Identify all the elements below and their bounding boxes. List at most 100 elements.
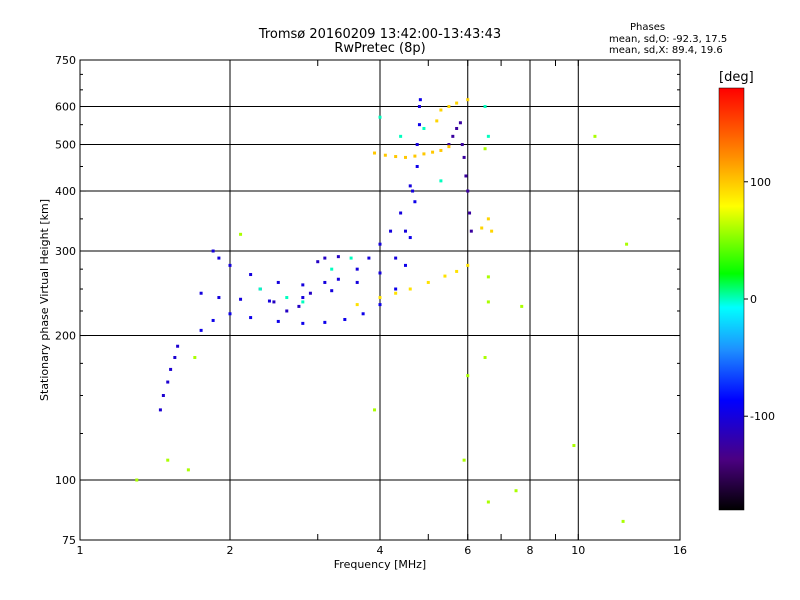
chart-title: Tromsø 20160209 13:42:00-13:43:43 xyxy=(258,27,502,42)
legend-o-mode-stats: mean, sd,O: -92.3, 17.5 xyxy=(609,34,728,45)
data-point xyxy=(621,519,625,523)
data-point xyxy=(378,303,382,307)
data-point xyxy=(355,303,359,307)
data-point xyxy=(417,105,421,109)
data-point xyxy=(399,134,403,138)
data-point xyxy=(323,280,327,284)
data-point xyxy=(373,408,377,412)
data-point xyxy=(301,300,305,304)
y-tick-label: 75 xyxy=(62,534,76,547)
colorbar-label: [deg] xyxy=(719,70,754,85)
data-point xyxy=(355,267,359,271)
data-point xyxy=(486,134,490,138)
data-point xyxy=(323,320,327,324)
y-tick-label: 400 xyxy=(55,185,76,198)
data-point xyxy=(249,316,253,320)
data-point xyxy=(413,154,417,158)
data-point xyxy=(272,300,276,304)
data-point xyxy=(285,309,289,313)
data-point xyxy=(285,296,289,300)
data-point xyxy=(439,148,443,152)
chart-subtitle: RwPretec (8p) xyxy=(334,41,426,56)
data-point xyxy=(394,287,398,291)
data-point xyxy=(378,296,382,300)
data-point xyxy=(466,263,470,267)
data-point xyxy=(173,355,177,359)
data-point xyxy=(349,256,353,260)
data-point xyxy=(439,108,443,112)
data-point xyxy=(323,256,327,260)
data-point xyxy=(211,249,215,253)
data-point xyxy=(258,287,262,291)
data-point xyxy=(394,291,398,295)
data-point xyxy=(228,312,232,316)
data-point xyxy=(486,275,490,279)
colorbar-ticks: 100 0 -100 xyxy=(744,176,775,423)
data-point xyxy=(455,269,459,273)
data-point xyxy=(394,256,398,260)
data-point xyxy=(593,134,597,138)
x-tick-label: 4 xyxy=(377,544,384,557)
data-point xyxy=(383,153,387,157)
colorbar xyxy=(718,87,745,511)
data-point xyxy=(483,147,487,151)
data-point xyxy=(486,217,490,221)
data-point xyxy=(228,263,232,267)
data-point xyxy=(572,444,576,448)
data-point xyxy=(455,101,459,105)
y-tick-label: 200 xyxy=(55,330,76,343)
data-point xyxy=(426,280,430,284)
data-point xyxy=(343,317,347,321)
grid-layer xyxy=(80,60,680,540)
data-point xyxy=(399,211,403,215)
data-point xyxy=(276,319,280,323)
x-tick-label: 16 xyxy=(673,544,687,557)
axes-layer: 1 2 4 6 8 10 16 75 100 200 300 400 500 600 750 Frequenc… xyxy=(38,54,687,571)
data-point xyxy=(193,355,197,359)
data-point xyxy=(297,304,301,308)
data-point xyxy=(458,121,462,125)
data-point xyxy=(451,134,455,138)
data-point xyxy=(186,468,190,472)
data-point xyxy=(460,143,464,147)
y-tick-label: 300 xyxy=(55,245,76,258)
data-point xyxy=(486,300,490,304)
x-axis-label: Frequency [MHz] xyxy=(334,558,426,571)
data-point xyxy=(486,500,490,504)
data-point xyxy=(422,126,426,130)
data-point xyxy=(378,271,382,275)
data-point xyxy=(514,489,518,493)
data-point xyxy=(411,189,415,193)
data-point xyxy=(469,229,473,233)
y-tick-label: 500 xyxy=(55,139,76,152)
data-point xyxy=(403,229,407,233)
data-point xyxy=(355,280,359,284)
data-point xyxy=(166,458,170,462)
data-point xyxy=(439,179,443,183)
data-point xyxy=(490,229,494,233)
y-tick-label: 100 xyxy=(55,474,76,487)
data-point xyxy=(415,164,419,168)
data-point xyxy=(135,478,139,482)
data-point xyxy=(276,280,280,284)
y-tick-label: 600 xyxy=(55,101,76,114)
data-point xyxy=(483,105,487,109)
data-point xyxy=(301,321,305,325)
x-tick-label: 1 xyxy=(77,544,84,557)
data-point xyxy=(462,458,466,462)
data-point xyxy=(447,143,451,147)
data-point xyxy=(394,155,398,159)
data-points-layer xyxy=(135,98,629,523)
data-point xyxy=(367,256,371,260)
data-point xyxy=(330,267,334,271)
data-point xyxy=(378,242,382,246)
colorbar-tick-label: -100 xyxy=(750,410,775,423)
data-point xyxy=(361,312,365,316)
data-point xyxy=(520,304,524,308)
data-point xyxy=(422,152,426,156)
data-point xyxy=(464,174,468,178)
data-point xyxy=(308,291,312,295)
data-point xyxy=(267,299,271,303)
data-point xyxy=(415,143,419,147)
data-point xyxy=(443,274,447,278)
